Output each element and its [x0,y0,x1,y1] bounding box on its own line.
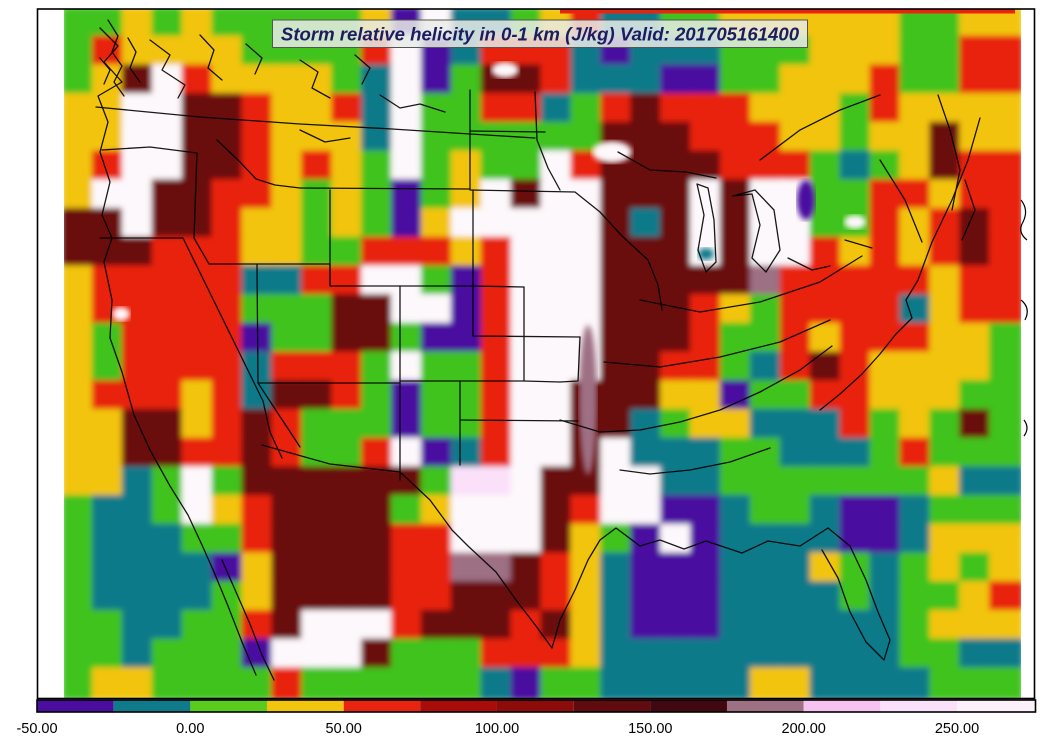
svg-text:250.00: 250.00 [935,721,979,737]
svg-text:Storm relative helicity in 0-1: Storm relative helicity in 0-1 km (J/kg)… [281,24,800,45]
svg-text:0.00: 0.00 [176,721,204,737]
svg-text:100.00: 100.00 [475,721,519,737]
svg-text:-50.00: -50.00 [16,721,57,737]
svg-text:150.00: 150.00 [628,721,672,737]
svg-text:50.00: 50.00 [326,721,362,737]
svg-text:200.00: 200.00 [782,721,826,737]
